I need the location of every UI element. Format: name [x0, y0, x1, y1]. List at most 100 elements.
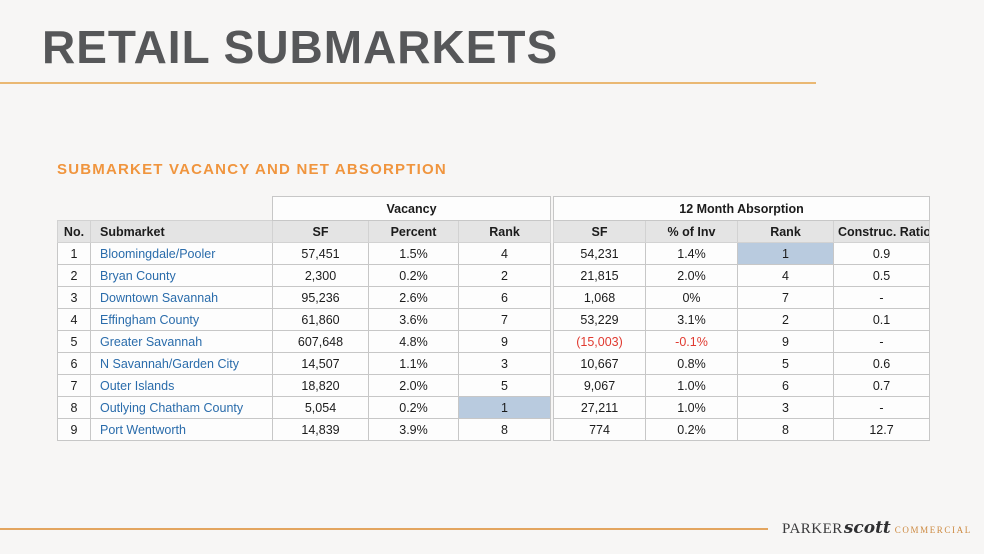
vacancy-percent: 2.0%: [368, 374, 459, 397]
submarket-link[interactable]: Bryan County: [90, 264, 273, 287]
vacancy-sf: 5,054: [272, 396, 369, 419]
absorption-pct: 2.0%: [645, 264, 738, 287]
col-header-submarket: Submarket: [90, 220, 273, 243]
absorption-rank: 2: [737, 308, 834, 331]
vacancy-percent: 3.6%: [368, 308, 459, 331]
absorption-table: 12 Month Absorption SF % of Inv Rank Con…: [552, 196, 931, 441]
title-underline: [0, 82, 816, 84]
vacancy-rank: 8: [457, 418, 552, 441]
vacancy-table: Vacancy No. Submarket SF Percent Rank 1 …: [57, 196, 552, 441]
table-row: 5 Greater Savannah 607,648 4.8% 9: [57, 330, 552, 353]
vacancy-rank: 2: [457, 264, 552, 287]
vacancy-percent: 1.1%: [368, 352, 459, 375]
table-row: 6 N Savannah/Garden City 14,507 1.1% 3: [57, 352, 552, 375]
table-row: 2 Bryan County 2,300 0.2% 2: [57, 264, 552, 287]
absorption-pct: 1.4%: [645, 242, 738, 265]
construction-ratio: -: [832, 286, 931, 309]
vacancy-sf: 57,451: [272, 242, 369, 265]
vacancy-sf: 61,860: [272, 308, 369, 331]
absorption-group-header: 12 Month Absorption: [552, 196, 931, 221]
submarket-link[interactable]: N Savannah/Garden City: [90, 352, 273, 375]
vacancy-sf: 14,507: [272, 352, 369, 375]
submarket-link[interactable]: Outlying Chatham County: [90, 396, 273, 419]
absorption-pct: 3.1%: [645, 308, 738, 331]
absorption-pct: 0.8%: [645, 352, 738, 375]
col-header-vacancy-rank: Rank: [457, 220, 552, 243]
vacancy-rank: 4: [457, 242, 552, 265]
vacancy-sf: 607,648: [272, 330, 369, 353]
row-number: 4: [57, 308, 91, 331]
absorption-sf: 9,067: [553, 374, 646, 397]
absorption-rank: 7: [737, 286, 834, 309]
col-header-no: No.: [57, 220, 91, 243]
construction-ratio: 12.7: [832, 418, 931, 441]
row-number: 7: [57, 374, 91, 397]
row-number: 9: [57, 418, 91, 441]
col-header-absorption-rank: Rank: [737, 220, 834, 243]
row-number: 1: [57, 242, 91, 265]
absorption-sf: 53,229: [553, 308, 646, 331]
vacancy-percent: 0.2%: [368, 396, 459, 419]
submarket-link[interactable]: Bloomingdale/Pooler: [90, 242, 273, 265]
submarket-link[interactable]: Effingham County: [90, 308, 273, 331]
vacancy-percent: 4.8%: [368, 330, 459, 353]
table-row: 3 Downtown Savannah 95,236 2.6% 6: [57, 286, 552, 309]
submarket-link[interactable]: Downtown Savannah: [90, 286, 273, 309]
construction-ratio: 0.7: [832, 374, 931, 397]
absorption-pct: 1.0%: [645, 396, 738, 419]
absorption-pct: 0%: [645, 286, 738, 309]
vacancy-sf: 2,300: [272, 264, 369, 287]
construction-ratio: 0.5: [832, 264, 931, 287]
table-row: 54,231 1.4% 1 0.9: [553, 242, 931, 265]
vacancy-rank: 3: [457, 352, 552, 375]
vacancy-percent: 1.5%: [368, 242, 459, 265]
table-row: 9,067 1.0% 6 0.7: [553, 374, 931, 397]
footer-line: [0, 528, 768, 530]
col-header-vacancy-percent: Percent: [368, 220, 459, 243]
table-row: 1 Bloomingdale/Pooler 57,451 1.5% 4: [57, 242, 552, 265]
row-number: 8: [57, 396, 91, 419]
absorption-pct: 1.0%: [645, 374, 738, 397]
table-row: 1,068 0% 7 -: [553, 286, 931, 309]
table-row: (15,003) -0.1% 9 -: [553, 330, 931, 353]
vacancy-sf: 18,820: [272, 374, 369, 397]
absorption-sf-negative: (15,003): [553, 330, 646, 353]
absorption-sf: 21,815: [553, 264, 646, 287]
submarket-link[interactable]: Port Wentworth: [90, 418, 273, 441]
vacancy-rank: 5: [457, 374, 552, 397]
vacancy-percent: 2.6%: [368, 286, 459, 309]
submarket-link[interactable]: Greater Savannah: [90, 330, 273, 353]
absorption-group-row: 12 Month Absorption: [552, 196, 931, 221]
absorption-rank: 5: [737, 352, 834, 375]
col-header-construction-ratio: Construc. Ratio: [832, 220, 931, 243]
absorption-sf: 54,231: [553, 242, 646, 265]
row-number: 6: [57, 352, 91, 375]
brand-parker: PARKER: [782, 521, 843, 537]
construction-ratio: 0.9: [832, 242, 931, 265]
vacancy-percent: 3.9%: [368, 418, 459, 441]
vacancy-group-row: Vacancy: [58, 196, 552, 221]
brand-commercial: COMMERCIAL: [894, 525, 972, 535]
vacancy-sf: 95,236: [272, 286, 369, 309]
vacancy-sf: 14,839: [272, 418, 369, 441]
absorption-sf: 10,667: [553, 352, 646, 375]
construction-ratio: -: [832, 396, 931, 419]
absorption-rank: 8: [737, 418, 834, 441]
vacancy-rank: 7: [457, 308, 552, 331]
col-header-absorption-pct-of-inv: % of Inv: [645, 220, 738, 243]
vacancy-percent: 0.2%: [368, 264, 459, 287]
col-header-vacancy-sf: SF: [272, 220, 369, 243]
construction-ratio: 0.6: [832, 352, 931, 375]
vacancy-group-header: Vacancy: [271, 196, 552, 221]
table-row: 9 Port Wentworth 14,839 3.9% 8: [57, 418, 552, 441]
table-row: 4 Effingham County 61,860 3.6% 7: [57, 308, 552, 331]
submarket-link[interactable]: Outer Islands: [90, 374, 273, 397]
absorption-rank: 3: [737, 396, 834, 419]
vacancy-header-row: No. Submarket SF Percent Rank: [57, 220, 552, 243]
table-row: 8 Outlying Chatham County 5,054 0.2% 1: [57, 396, 552, 419]
section-heading: SUBMARKET VACANCY AND NET ABSORPTION: [57, 161, 447, 178]
row-number: 3: [57, 286, 91, 309]
table-row: 774 0.2% 8 12.7: [553, 418, 931, 441]
page-title: RETAIL SUBMARKETS: [42, 21, 559, 73]
